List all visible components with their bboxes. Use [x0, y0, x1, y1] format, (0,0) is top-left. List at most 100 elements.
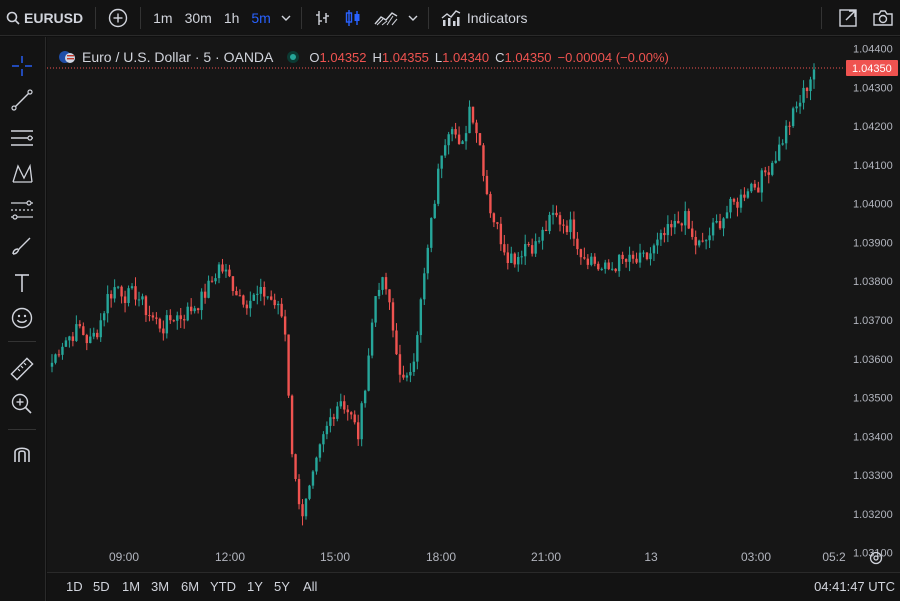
range-6m[interactable]: 6M [181, 579, 200, 594]
candle [294, 453, 297, 482]
interval-30m[interactable]: 30m [184, 9, 212, 26]
area-style-button[interactable] [368, 0, 404, 36]
interval-5m[interactable]: 5m [251, 9, 271, 26]
interval-dropdown[interactable] [277, 0, 295, 36]
candle [370, 318, 374, 359]
candle [238, 289, 242, 297]
candle [123, 290, 127, 313]
trend-line-tool[interactable] [7, 85, 37, 115]
candle [301, 499, 304, 526]
range-5d[interactable]: 5D [93, 579, 110, 594]
price-tick-label: 1.04200 [853, 121, 893, 133]
high-label: H [372, 49, 382, 65]
emoji-tool[interactable] [7, 303, 37, 333]
indicators-button[interactable]: Indicators [435, 0, 534, 36]
candle [607, 259, 610, 271]
price-chart[interactable]: 1.04400 1.04300 1.04200 1.04100 1.04000 1.039… [47, 37, 900, 572]
candle [179, 308, 182, 329]
bars-style-button[interactable] [308, 0, 338, 36]
candle [805, 86, 809, 99]
range-5y[interactable]: 5Y [274, 579, 290, 594]
candle [127, 285, 130, 307]
chart-pane[interactable]: 1.04400 1.04300 1.04200 1.04100 1.04000 1.039… [47, 37, 900, 572]
text-icon [15, 274, 29, 292]
candle [412, 353, 416, 376]
range-1y[interactable]: 1Y [247, 579, 263, 594]
candle [718, 213, 722, 230]
candle [273, 293, 276, 309]
candle [583, 247, 586, 260]
pattern-icon [12, 163, 33, 183]
candle [217, 262, 221, 284]
interval-1h[interactable]: 1h [223, 9, 240, 26]
candle [485, 169, 489, 196]
candle [116, 285, 120, 290]
symbol-title[interactable]: Euro / U.S. Dollar · 5 · OANDA [82, 49, 274, 65]
candle [360, 401, 363, 447]
candle [270, 290, 273, 301]
candles-icon [345, 9, 360, 26]
price-axis[interactable]: 1.04400 1.04300 1.04200 1.04100 1.04000 1.039… [853, 44, 893, 560]
candles-style-button[interactable] [338, 0, 368, 36]
candle [757, 181, 760, 193]
time-tick-label: 09:00 [109, 550, 139, 564]
fullscreen-button[interactable] [828, 0, 868, 36]
compare-button[interactable] [102, 0, 134, 36]
price-tick-label: 1.04000 [853, 199, 893, 211]
measure-tool[interactable] [7, 354, 37, 384]
interval-1m[interactable]: 1m [153, 9, 173, 26]
chart-style-dropdown[interactable] [404, 0, 422, 36]
top-toolbar: EURUSD 1m 30m 1h 5m [0, 0, 900, 36]
candle [701, 232, 704, 243]
candle [287, 334, 290, 399]
zoom-tool[interactable] [7, 389, 37, 419]
range-ytd[interactable]: YTD [210, 579, 236, 594]
brush-tool[interactable] [7, 231, 37, 261]
market-status-indicator[interactable] [287, 51, 300, 63]
candle [443, 139, 447, 158]
candle [642, 250, 645, 258]
candle [628, 246, 631, 272]
symbol-search[interactable]: EURUSD [0, 0, 89, 36]
candle [242, 294, 245, 308]
range-all[interactable]: All [303, 579, 318, 594]
candle [193, 305, 196, 314]
candle [61, 342, 64, 360]
candle [186, 302, 189, 322]
candle [207, 275, 210, 299]
range-3m[interactable]: 3M [151, 579, 170, 594]
candle [614, 268, 617, 273]
timezone-clock[interactable]: 04:41:47 UTC [814, 579, 895, 594]
pattern-tool[interactable] [7, 159, 37, 189]
candle [423, 267, 426, 306]
candle [562, 219, 565, 234]
candle [169, 309, 172, 324]
candle [572, 211, 576, 246]
candle [92, 327, 95, 340]
candle [96, 329, 99, 340]
toolbar-divider [300, 6, 302, 29]
range-1m[interactable]: 1M [122, 579, 141, 594]
candle [569, 211, 572, 240]
range-1d[interactable]: 1D [66, 579, 83, 594]
price-tick-label: 1.04100 [853, 160, 893, 172]
candle [315, 456, 318, 475]
snapshot-button[interactable] [868, 0, 900, 36]
settings-gear-button[interactable] [868, 550, 884, 566]
prediction-tool[interactable] [7, 195, 37, 225]
crosshair-tool[interactable] [7, 51, 37, 81]
candle [461, 139, 464, 145]
candle [506, 243, 510, 270]
text-tool[interactable] [7, 268, 37, 298]
horizontal-lines-tool[interactable] [7, 123, 37, 153]
candle [551, 204, 555, 225]
time-tick-label: 13 [644, 550, 658, 564]
candle [290, 394, 294, 458]
candle [656, 232, 659, 254]
magnet-tool[interactable] [7, 439, 37, 469]
candle [249, 291, 252, 317]
drawing-toolbar [0, 37, 46, 601]
open-label: O [309, 49, 320, 65]
candle [593, 253, 596, 267]
time-axis[interactable]: 09:00 12:00 15:00 18:00 21:00 13 03:00 05:2 [109, 550, 846, 564]
